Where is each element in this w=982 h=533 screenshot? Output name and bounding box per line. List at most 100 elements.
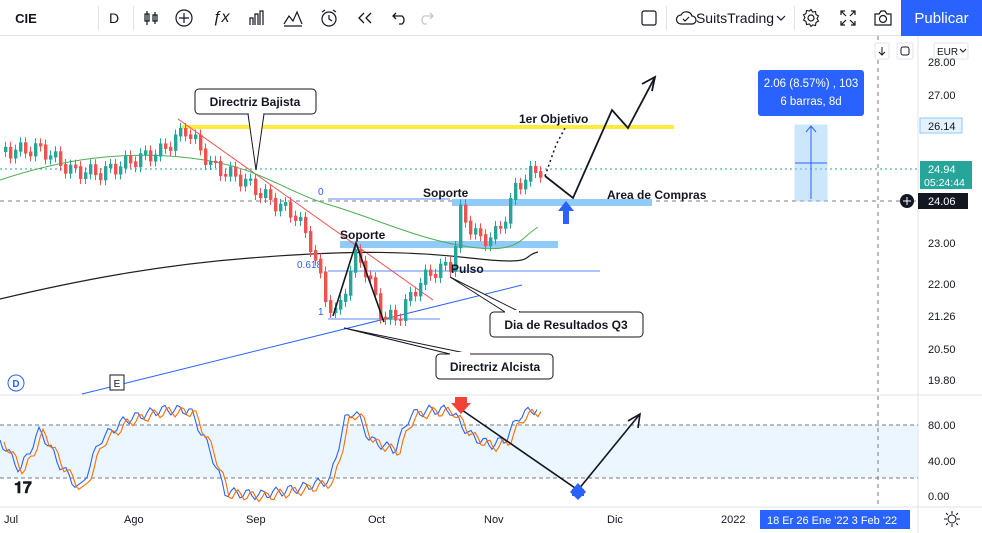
time-tick: Nov bbox=[484, 514, 504, 526]
account-dropdown[interactable]: SuitsTrading bbox=[695, 10, 775, 26]
chevron-down-icon[interactable] bbox=[774, 0, 788, 36]
templates-icon[interactable] bbox=[281, 0, 305, 36]
replay-icon[interactable] bbox=[353, 0, 377, 36]
candle bbox=[74, 164, 78, 169]
osc-arrowhead bbox=[627, 412, 642, 429]
bar-style-icon[interactable] bbox=[139, 0, 163, 36]
candle bbox=[89, 164, 93, 175]
time-range-highlight bbox=[760, 510, 910, 529]
candle bbox=[164, 143, 168, 149]
candle bbox=[454, 246, 458, 272]
settings-icon[interactable] bbox=[799, 0, 823, 36]
candle bbox=[144, 150, 148, 156]
price-axis[interactable]: EUR 28.00 27.00 26.14 24.94 05:24:44 24.… bbox=[874, 42, 972, 387]
interval-button[interactable]: D bbox=[108, 10, 120, 26]
osc-axis[interactable]: 80.00 40.00 0.00 bbox=[928, 420, 956, 503]
candle bbox=[339, 299, 343, 310]
candle bbox=[154, 154, 158, 162]
price-tick: 22.00 bbox=[928, 279, 956, 291]
candle bbox=[104, 166, 108, 181]
fx-icon[interactable]: ƒx bbox=[212, 9, 230, 26]
alert-icon[interactable] bbox=[317, 0, 341, 36]
undo-icon[interactable] bbox=[388, 0, 412, 36]
fib-label-1: 1 bbox=[318, 307, 324, 318]
candle bbox=[249, 178, 253, 181]
candle bbox=[464, 204, 468, 223]
divider bbox=[133, 6, 134, 30]
candle bbox=[394, 309, 398, 321]
price-tick: 26.14 bbox=[928, 121, 956, 133]
price-tick: 21.26 bbox=[928, 311, 956, 323]
candle bbox=[234, 166, 238, 177]
osc-tick: 0.00 bbox=[928, 491, 949, 503]
ema-black bbox=[0, 251, 539, 300]
candle bbox=[484, 234, 488, 247]
time-tick: 2022 bbox=[721, 514, 745, 526]
callout-text: Dia de Resultados Q3 bbox=[504, 318, 628, 332]
label-primer-objetivo: 1er Objetivo bbox=[519, 112, 588, 126]
dividend-badge-text: D bbox=[12, 379, 19, 390]
callout-dia-resultados[interactable]: Dia de Resultados Q3 bbox=[449, 276, 644, 338]
candle bbox=[439, 263, 443, 279]
candle bbox=[219, 160, 223, 177]
price-tick: 19.80 bbox=[928, 375, 956, 387]
chart-canvas[interactable]: 2.06 (8.57%) , 103 6 barras, 8d 0 0.618 … bbox=[0, 36, 982, 533]
stoch-d-line bbox=[3, 406, 542, 503]
candle bbox=[259, 192, 263, 199]
bullish-trendline bbox=[81, 284, 523, 395]
candle bbox=[174, 134, 178, 151]
time-tick: Dic bbox=[607, 514, 623, 526]
candle bbox=[354, 249, 358, 273]
candle bbox=[284, 202, 288, 206]
tradingview-logo-icon: 𝟏𝟕 bbox=[14, 480, 32, 497]
candle bbox=[389, 309, 393, 320]
candle bbox=[189, 134, 193, 139]
price-tag-crosshair bbox=[918, 193, 968, 209]
layout-icon[interactable] bbox=[637, 0, 661, 36]
last-price-value: 24.94 bbox=[928, 164, 956, 176]
candle bbox=[44, 144, 48, 160]
target-line bbox=[182, 125, 674, 129]
candle bbox=[324, 271, 328, 303]
candle bbox=[374, 277, 378, 296]
add-indicator-icon[interactable] bbox=[172, 0, 196, 36]
candle bbox=[254, 178, 258, 195]
projection-path bbox=[544, 76, 656, 200]
callout-directriz-bajista[interactable]: Directriz Bajista bbox=[194, 88, 317, 171]
currency-label: EUR bbox=[937, 47, 958, 58]
callout-text: Directriz Alcista bbox=[450, 360, 541, 374]
candle bbox=[314, 249, 318, 261]
candle bbox=[39, 143, 43, 147]
callout-directriz-alcista[interactable]: Directriz Alcista bbox=[343, 327, 554, 380]
time-axis[interactable]: Jul Ago Sep Oct Nov Dic 2022 18 Er 26 En… bbox=[4, 510, 910, 529]
publish-button[interactable]: Publicar bbox=[901, 0, 982, 36]
candle bbox=[434, 273, 438, 279]
candle bbox=[14, 149, 18, 159]
bearish-trendline bbox=[177, 118, 434, 301]
chart-settings-icon[interactable] bbox=[944, 511, 960, 527]
fullscreen-icon[interactable] bbox=[836, 0, 860, 36]
candle bbox=[129, 155, 133, 164]
candle bbox=[29, 151, 33, 157]
chart-type-icon[interactable] bbox=[245, 0, 269, 36]
candle bbox=[299, 216, 303, 221]
redo-icon[interactable] bbox=[414, 0, 438, 36]
earnings-badge[interactable] bbox=[109, 374, 125, 391]
time-tick: Sep bbox=[246, 514, 266, 526]
candle bbox=[504, 221, 508, 229]
symbol-search[interactable]: CIE bbox=[15, 10, 37, 26]
auto-scale-icon bbox=[896, 42, 914, 60]
candle bbox=[84, 172, 88, 180]
dividend-badge[interactable] bbox=[7, 374, 25, 392]
candle bbox=[414, 291, 418, 297]
fib-label-618: 0.618 bbox=[297, 260, 322, 271]
candle bbox=[134, 161, 138, 168]
candle bbox=[69, 164, 73, 174]
candle bbox=[404, 299, 408, 321]
divider bbox=[794, 6, 795, 30]
candle bbox=[489, 237, 493, 247]
support-zone-lower bbox=[340, 241, 558, 248]
camera-icon[interactable] bbox=[871, 0, 895, 36]
candle bbox=[344, 293, 348, 302]
candle bbox=[429, 269, 433, 276]
